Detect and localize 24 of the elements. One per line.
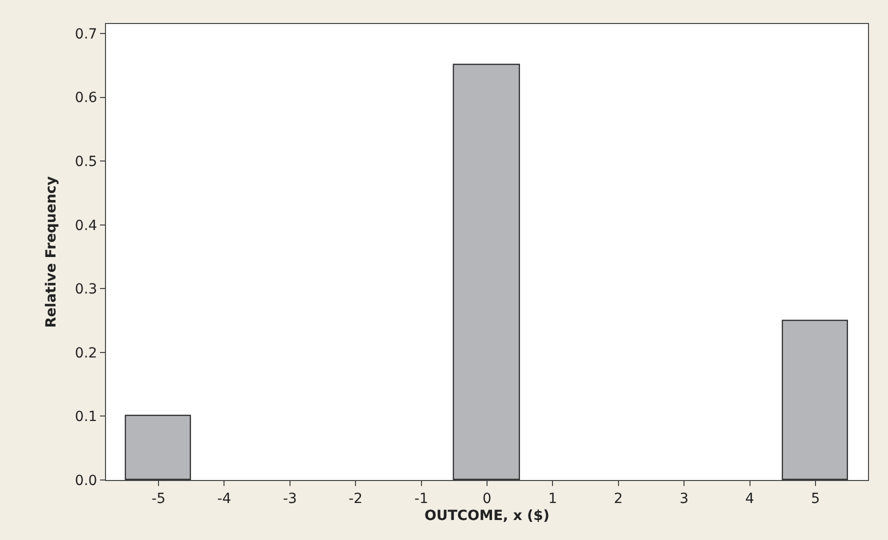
x-tick-label: -5 (152, 490, 166, 507)
y-tick-label: 0.0 (74, 472, 98, 489)
y-tick-label: 0.2 (74, 345, 98, 362)
x-tick-label: 0 (482, 490, 492, 507)
x-tick-label: -4 (217, 490, 232, 507)
x-tick-label: 5 (810, 490, 820, 507)
x-tick-label: -2 (348, 490, 363, 507)
x-tick-label: -1 (414, 490, 428, 507)
y-tick-label: 0.1 (74, 409, 98, 426)
x-tick-label: -3 (282, 490, 297, 507)
x-tick-label: 2 (614, 490, 623, 507)
y-tick-label: 0.3 (74, 282, 98, 298)
y-tick-label: 0.4 (74, 218, 98, 234)
y-tick-label: 0.5 (74, 154, 98, 170)
y-tick-label: 0.7 (74, 26, 98, 42)
y-tick-label: 0.6 (74, 90, 98, 106)
x-axis-title: OUTCOME, x ($) (424, 508, 550, 524)
y-axis-title: Relative Frequency (44, 176, 60, 328)
x-tick-label: 3 (680, 490, 689, 507)
bar (452, 64, 520, 480)
bar (124, 414, 191, 480)
x-tick-label: 1 (548, 490, 558, 507)
x-tick-label: 4 (745, 490, 754, 507)
bar (782, 320, 848, 480)
